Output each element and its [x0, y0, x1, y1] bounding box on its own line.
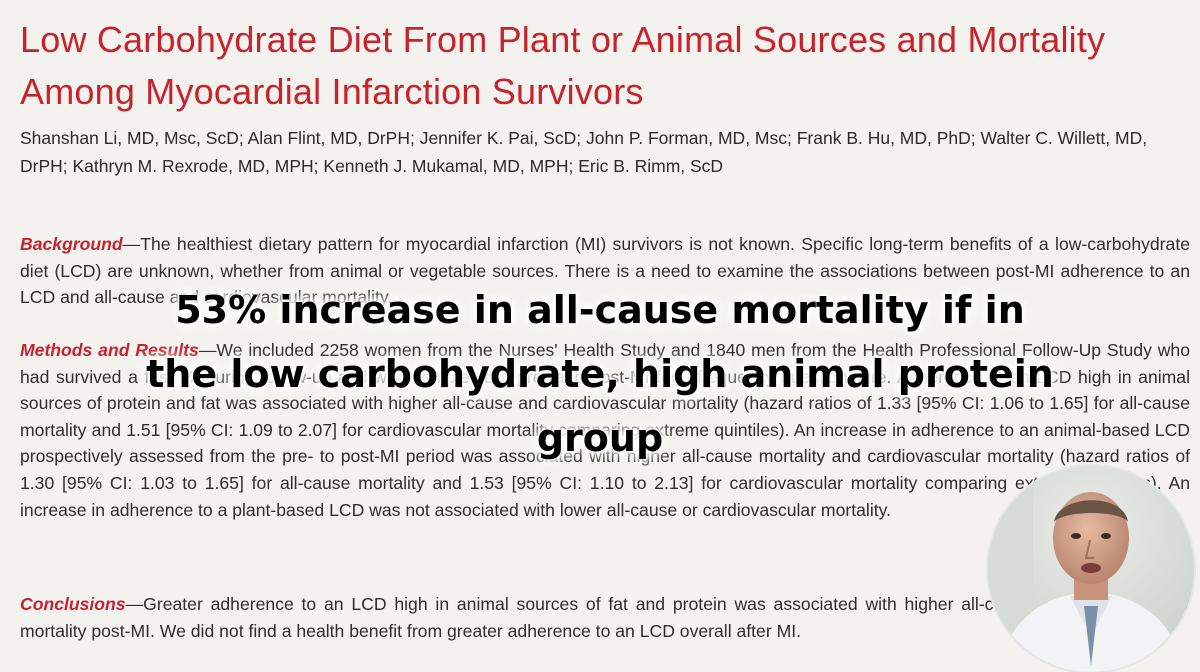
article-title: Low Carbohydrate Diet From Plant or Anim…	[20, 19, 1106, 112]
article-page: Low Carbohydrate Diet From Plant or Anim…	[20, 19, 1190, 644]
background-heading: Background	[20, 234, 123, 254]
conclusions-heading: Conclusions	[20, 594, 126, 614]
background-section: Background—The healthiest dietary patter…	[20, 231, 1190, 311]
author-list: Shanshan Li, MD, Msc, ScD; Alan Flint, M…	[20, 128, 1148, 176]
background-text: —The healthiest dietary pattern for myoc…	[20, 234, 1190, 308]
methods-results-text: —We included 2258 women from the Nurses'…	[20, 340, 1190, 520]
methods-results-section: Methods and Results—We included 2258 wom…	[20, 337, 1190, 523]
presenter-avatar-icon	[988, 466, 1194, 672]
conclusions-section: Conclusions—Greater adherence to an LCD …	[20, 591, 1190, 644]
caption-overlay: 53% increase in all-cause mortality if i…	[146, 288, 1054, 460]
methods-results-heading: Methods and Results	[20, 340, 199, 360]
presenter-webcam	[988, 466, 1194, 672]
conclusions-text: —Greater adherence to an LCD high in ani…	[20, 594, 1190, 641]
